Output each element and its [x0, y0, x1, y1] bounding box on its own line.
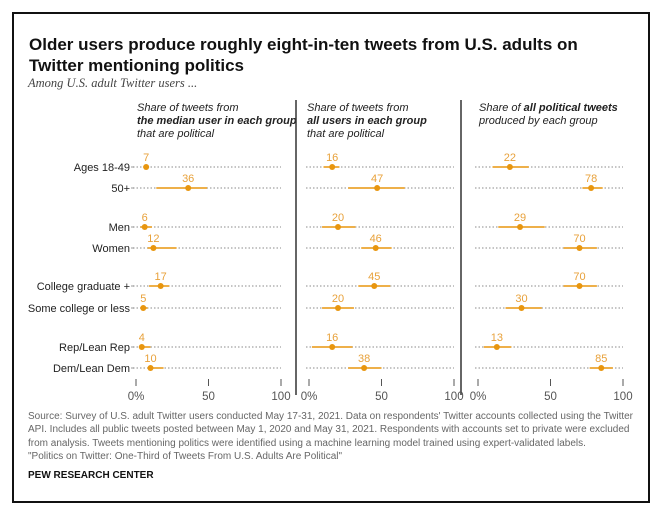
data-label: 29	[514, 212, 526, 224]
data-label: 38	[358, 353, 370, 365]
category-label: Women	[92, 243, 130, 255]
data-label: 46	[370, 233, 382, 245]
data-label: 36	[182, 173, 194, 185]
data-point	[598, 365, 605, 371]
data-label: 70	[573, 271, 585, 283]
data-point	[329, 164, 336, 170]
data-label: 45	[368, 271, 380, 283]
data-label: 22	[504, 152, 516, 164]
axis-tick-label: 0%	[470, 391, 487, 403]
data-label: 6	[142, 212, 148, 224]
column-header-1: Share of tweets from the median user in e…	[137, 102, 297, 140]
axis-tick-label: 50	[544, 391, 557, 403]
data-point	[141, 224, 148, 230]
data-label: 5	[140, 293, 146, 305]
axis-tick-label: 100	[271, 391, 290, 403]
data-point	[493, 344, 500, 350]
data-label: 13	[491, 332, 503, 344]
data-label: 10	[144, 353, 156, 365]
data-label: 4	[139, 332, 145, 344]
data-label: 78	[585, 173, 597, 185]
data-point	[371, 283, 378, 289]
axis-tick-label: 100	[613, 391, 632, 403]
brand-logo-text: PEW RESEARCH CENTER	[28, 470, 154, 481]
column-header-2: Share of tweets from all users in each gr…	[307, 102, 427, 140]
axis-tick-label: 50	[202, 391, 215, 403]
source-note: Source: Survey of U.S. adult Twitter use…	[28, 411, 634, 462]
data-point	[372, 245, 379, 251]
data-point	[157, 283, 164, 289]
chart-subtitle: Among U.S. adult Twitter users ...	[28, 76, 198, 90]
data-label: 12	[147, 233, 159, 245]
data-label: 47	[371, 173, 383, 185]
data-point	[335, 305, 341, 311]
axis-tick-label: 0%	[301, 391, 318, 403]
data-point	[150, 245, 157, 251]
data-point	[506, 164, 513, 170]
data-point	[588, 185, 595, 191]
data-label: 16	[326, 332, 338, 344]
category-label: College graduate +	[37, 281, 130, 293]
data-point	[147, 365, 154, 371]
category-label: Dem/Lean Dem	[53, 363, 130, 375]
column-header-3: Share of all political tweets produced by…	[479, 102, 618, 127]
data-label: 20	[332, 293, 344, 305]
data-point	[361, 365, 368, 371]
data-label: 17	[155, 271, 167, 283]
data-point	[374, 185, 381, 191]
chart-title: Older users produce roughly eight-in-ten…	[29, 35, 578, 75]
data-label: 85	[595, 353, 607, 365]
axis-tick-label: 0%	[128, 391, 145, 403]
data-point	[140, 305, 147, 311]
category-label: Rep/Lean Rep	[59, 342, 130, 354]
data-point	[185, 185, 192, 191]
data-point	[143, 164, 150, 170]
category-label: Men	[109, 222, 130, 234]
category-label: Some college or less	[28, 303, 131, 315]
data-point	[576, 283, 583, 289]
data-label: 30	[515, 293, 527, 305]
axis-tick-label: 50	[375, 391, 388, 403]
chart-frame	[12, 12, 650, 503]
data-point	[576, 245, 583, 251]
data-point	[335, 224, 341, 230]
axis-tick-label: 100	[444, 391, 463, 403]
data-label: 16	[326, 152, 338, 164]
category-label: Ages 18-49	[74, 162, 130, 174]
data-point	[517, 224, 524, 230]
data-label: 70	[573, 233, 585, 245]
data-point	[138, 344, 145, 350]
data-point	[518, 305, 525, 311]
data-point	[329, 344, 336, 350]
data-label: 7	[143, 152, 149, 164]
data-label: 20	[332, 212, 344, 224]
category-label: 50+	[111, 183, 130, 195]
